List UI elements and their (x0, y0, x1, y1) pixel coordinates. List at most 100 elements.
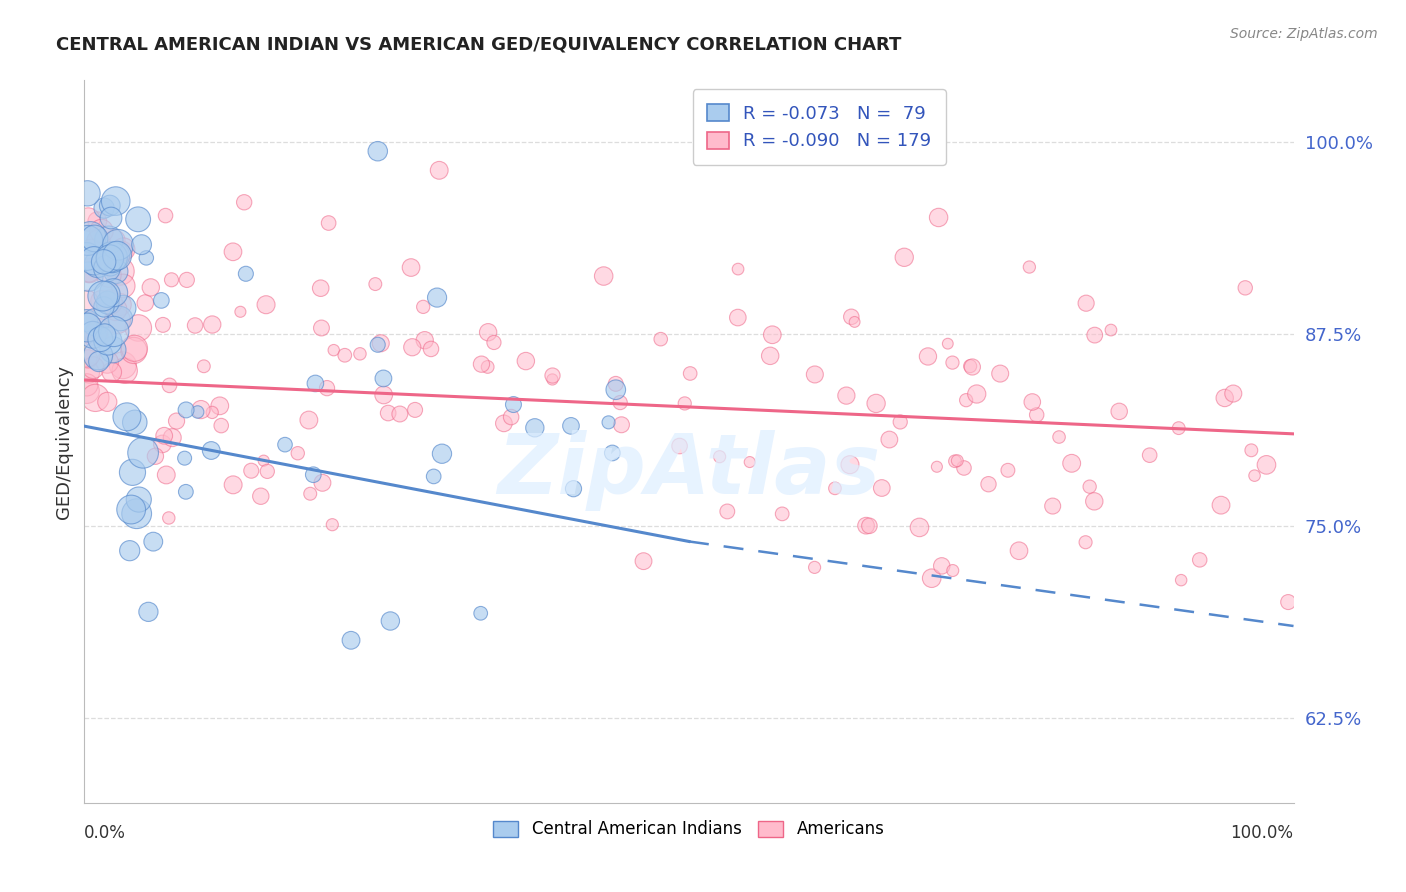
Point (1047, 430, 1070, 444)
Point (322, 343, 344, 358)
Point (96, 355, 118, 369)
Point (208, 399, 231, 413)
Point (105, 251, 128, 265)
Point (430, 447, 453, 461)
Point (105, 313, 128, 327)
Point (997, 463, 1019, 477)
Point (316, 381, 339, 395)
Point (152, 318, 174, 332)
Point (103, 285, 125, 300)
Point (79, 264, 101, 278)
Point (943, 454, 966, 468)
Point (160, 273, 183, 287)
Point (1042, 499, 1064, 513)
Point (426, 291, 449, 305)
Point (90, 224, 112, 238)
Point (420, 342, 443, 356)
Point (1108, 404, 1130, 418)
Point (253, 453, 276, 467)
Point (602, 446, 624, 460)
Point (110, 264, 132, 278)
Point (824, 481, 846, 495)
Point (412, 300, 434, 314)
Text: Source: ZipAtlas.com: Source: ZipAtlas.com (1230, 27, 1378, 41)
Point (388, 407, 411, 421)
Point (105, 249, 128, 263)
Point (349, 347, 371, 361)
Point (1018, 260, 1040, 274)
Point (98, 198, 121, 212)
Point (1099, 323, 1122, 337)
Point (76, 313, 98, 327)
Point (76, 318, 98, 332)
Point (367, 145, 389, 159)
Point (477, 325, 499, 339)
Point (470, 357, 492, 371)
Point (84, 329, 107, 343)
Point (84, 326, 107, 341)
Point (127, 212, 149, 227)
Point (84, 391, 107, 405)
Point (413, 333, 436, 347)
Point (112, 243, 135, 257)
Point (101, 365, 124, 379)
Point (470, 607, 492, 621)
Y-axis label: GED/Equivalency: GED/Equivalency (55, 365, 73, 518)
Point (77, 351, 100, 366)
Point (401, 340, 423, 354)
Point (101, 343, 124, 357)
Point (592, 268, 614, 283)
Point (111, 358, 134, 372)
Point (673, 396, 696, 410)
Point (101, 250, 124, 264)
Point (562, 482, 585, 496)
Point (184, 318, 207, 333)
Point (174, 403, 197, 417)
Point (115, 409, 138, 424)
Point (1060, 456, 1083, 470)
Point (668, 439, 690, 453)
Point (716, 504, 738, 518)
Point (679, 367, 702, 381)
Point (609, 395, 631, 409)
Point (83, 231, 105, 245)
Point (541, 372, 564, 386)
Point (1222, 386, 1244, 401)
Point (803, 560, 825, 574)
Point (77, 269, 100, 284)
Point (121, 466, 143, 480)
Point (321, 517, 343, 532)
Point (145, 449, 167, 463)
Point (222, 478, 245, 492)
Point (879, 433, 901, 447)
Point (1234, 281, 1257, 295)
Point (1021, 395, 1043, 409)
Point (127, 321, 149, 335)
Point (76, 377, 98, 392)
Text: ZipAtlas: ZipAtlas (498, 430, 880, 511)
Point (100, 211, 122, 225)
Point (110, 311, 132, 326)
Point (844, 315, 866, 329)
Point (1025, 408, 1047, 422)
Point (318, 216, 340, 230)
Point (77, 265, 100, 279)
Point (364, 277, 387, 291)
Point (254, 298, 277, 312)
Point (118, 543, 141, 558)
Point (946, 453, 969, 467)
Point (233, 195, 256, 210)
Point (128, 492, 150, 507)
Point (82, 360, 104, 375)
Point (921, 571, 943, 585)
Point (709, 450, 731, 464)
Point (333, 348, 356, 362)
Point (107, 237, 129, 252)
Point (90, 293, 112, 308)
Point (240, 464, 263, 478)
Point (304, 376, 326, 391)
Point (962, 359, 984, 374)
Point (598, 415, 620, 429)
Point (373, 388, 395, 402)
Point (1074, 535, 1097, 549)
